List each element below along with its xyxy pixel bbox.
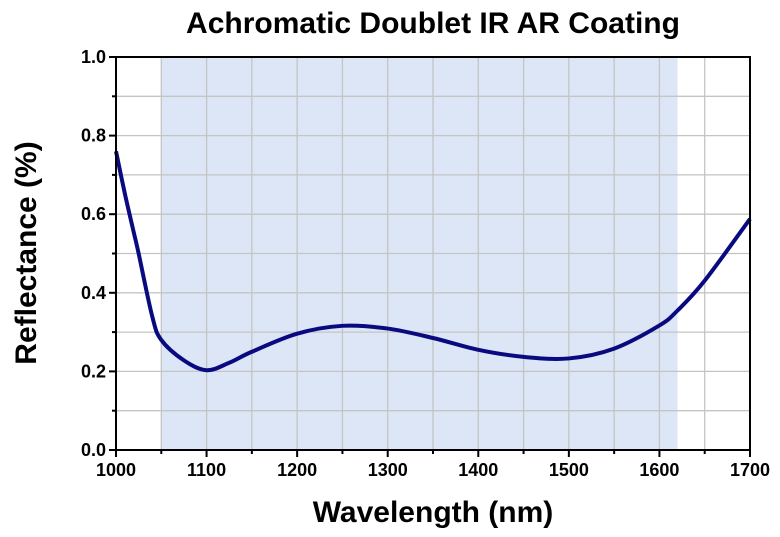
y-tick-label: 0.2	[81, 361, 106, 381]
x-tick-label: 1300	[368, 460, 408, 480]
x-tick-label: 1200	[277, 460, 317, 480]
chart-title: Achromatic Doublet IR AR Coating	[186, 7, 680, 40]
y-tick-label: 1.0	[81, 47, 106, 67]
y-tick-label: 0.6	[81, 204, 106, 224]
x-tick-label: 1400	[458, 460, 498, 480]
x-tick-label: 1700	[730, 460, 770, 480]
y-tick-label: 0.0	[81, 440, 106, 460]
x-tick-label: 1600	[639, 460, 679, 480]
y-tick-label: 0.4	[81, 283, 106, 303]
reflectance-line	[114, 150, 752, 373]
x-axis-label: Wavelength (nm)	[313, 496, 554, 529]
x-tick-label: 1000	[96, 460, 136, 480]
x-tick-label: 1100	[187, 460, 226, 480]
y-tick-label: 0.8	[81, 126, 106, 146]
y-axis-label: Reflectance (%)	[10, 141, 43, 364]
x-tick-label: 1500	[549, 460, 589, 480]
